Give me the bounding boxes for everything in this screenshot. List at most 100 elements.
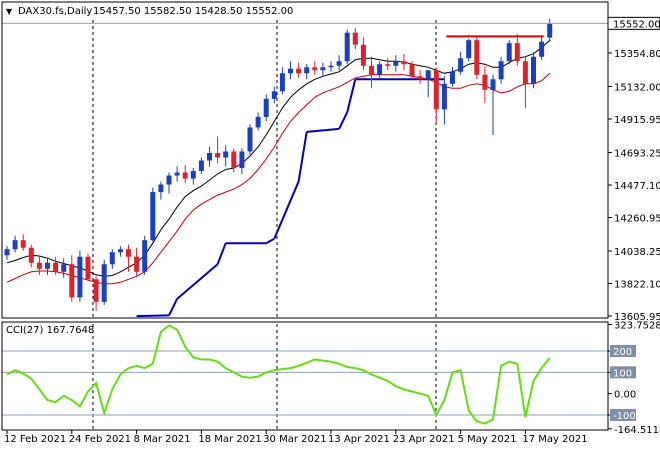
candle-body bbox=[288, 68, 293, 74]
candle-up bbox=[166, 172, 172, 194]
candle-body bbox=[36, 262, 42, 269]
cci-level-badge bbox=[610, 366, 636, 379]
candle-up bbox=[320, 62, 326, 77]
candle-body bbox=[12, 240, 18, 250]
candle-body bbox=[239, 151, 245, 169]
candle-down bbox=[482, 65, 488, 104]
candle-body bbox=[360, 44, 366, 66]
trailing-stop-segment bbox=[216, 242, 227, 265]
candle-body bbox=[320, 67, 326, 71]
candle-body bbox=[296, 68, 302, 74]
candle-body bbox=[93, 279, 99, 302]
trailing-stop-segment bbox=[265, 237, 275, 245]
current-price-label: 15552.00 bbox=[613, 19, 660, 30]
candle-body bbox=[352, 32, 358, 45]
axis-labels: 15552.00 15354.80 15132.00 14915.95 14693.25… bbox=[4, 16, 660, 445]
candle-body bbox=[247, 127, 253, 152]
candle-body bbox=[514, 43, 520, 62]
candle-body bbox=[490, 79, 496, 90]
candle-body bbox=[117, 249, 123, 253]
candle-up bbox=[328, 61, 334, 72]
candle-body bbox=[150, 192, 156, 241]
candle-up bbox=[247, 124, 253, 155]
candle-body bbox=[433, 70, 439, 110]
cci-level-lines bbox=[2, 350, 608, 416]
candle-down bbox=[296, 62, 302, 78]
candle-body bbox=[279, 73, 285, 92]
candle-up bbox=[288, 61, 293, 80]
cci-panel-frame bbox=[1, 321, 609, 431]
candle-down bbox=[93, 276, 99, 311]
candle-body bbox=[142, 240, 148, 272]
trailing-stop-segment bbox=[297, 131, 308, 182]
candle-body bbox=[215, 152, 221, 158]
chart-symbol-label: DAX30.fs,Daily bbox=[18, 6, 92, 17]
candle-down bbox=[433, 67, 439, 123]
cci-tick-label: 200 bbox=[613, 347, 632, 358]
candle-down bbox=[417, 70, 423, 84]
candle-body bbox=[547, 23, 553, 38]
candle-up bbox=[344, 29, 350, 65]
candle-body bbox=[522, 61, 528, 84]
x-tick-label: 24 Feb 2021 bbox=[69, 434, 131, 445]
candle-body bbox=[134, 256, 140, 272]
candle-body bbox=[482, 74, 488, 90]
price-tick-label: 14038.25 bbox=[614, 247, 660, 258]
candle-down bbox=[385, 58, 391, 71]
candle-body bbox=[312, 67, 318, 71]
x-tick-label: 5 May 2021 bbox=[458, 434, 517, 445]
trailing-stop-segment bbox=[346, 79, 357, 113]
candle-up bbox=[198, 157, 204, 175]
candle-body bbox=[385, 64, 391, 66]
candle-body bbox=[498, 61, 504, 80]
candle-up bbox=[174, 166, 180, 182]
candle-body bbox=[109, 252, 115, 265]
price-tick-label: 14915.95 bbox=[614, 115, 660, 126]
candle-down bbox=[126, 244, 131, 272]
trailing-stop-segment bbox=[136, 314, 170, 318]
x-tick-label: 18 Mar 2021 bbox=[198, 434, 261, 445]
candle-down bbox=[474, 37, 480, 80]
candle-up bbox=[498, 56, 504, 84]
cci-line bbox=[6, 324, 551, 425]
candle-body bbox=[336, 61, 342, 66]
candle-down bbox=[522, 56, 528, 108]
candle-up bbox=[4, 246, 10, 260]
candle-body bbox=[263, 98, 269, 117]
candle-up bbox=[531, 52, 536, 89]
x-tick-label: 30 Mar 2021 bbox=[263, 434, 326, 445]
candle-body bbox=[539, 41, 545, 57]
candle-body bbox=[20, 240, 26, 248]
candle-body bbox=[198, 160, 204, 172]
candle-body bbox=[417, 76, 423, 80]
x-tick-label: 13 Apr 2021 bbox=[328, 434, 390, 445]
resistance-line bbox=[2, 22, 608, 38]
candle-body bbox=[450, 71, 455, 84]
candle-up bbox=[101, 259, 107, 305]
cci-tick-label: 0.00 bbox=[614, 390, 636, 401]
candle-up bbox=[304, 64, 310, 80]
candle-up bbox=[279, 67, 285, 95]
candle-down bbox=[312, 61, 318, 75]
price-tick-label: 14693.25 bbox=[614, 148, 660, 159]
candle-body bbox=[69, 264, 75, 298]
candle-body bbox=[369, 65, 374, 75]
collapse-arrow-icon[interactable]: ▼ bbox=[6, 7, 13, 16]
candle-body bbox=[101, 264, 107, 302]
x-tick-label: 8 Mar 2021 bbox=[134, 434, 191, 445]
current-price-box bbox=[607, 16, 660, 30]
candle-body bbox=[393, 61, 399, 66]
candle-body bbox=[441, 83, 447, 110]
candle-body bbox=[45, 262, 50, 269]
cci-tick-label: -100 bbox=[613, 411, 636, 422]
candle-body bbox=[401, 61, 407, 65]
candle-up bbox=[458, 52, 464, 75]
candle-up bbox=[450, 67, 455, 87]
candle-up bbox=[117, 246, 123, 257]
candle-up bbox=[223, 145, 229, 167]
trailing-stop-line bbox=[136, 78, 445, 318]
cci-tick-label: -164.5118 bbox=[614, 425, 660, 436]
